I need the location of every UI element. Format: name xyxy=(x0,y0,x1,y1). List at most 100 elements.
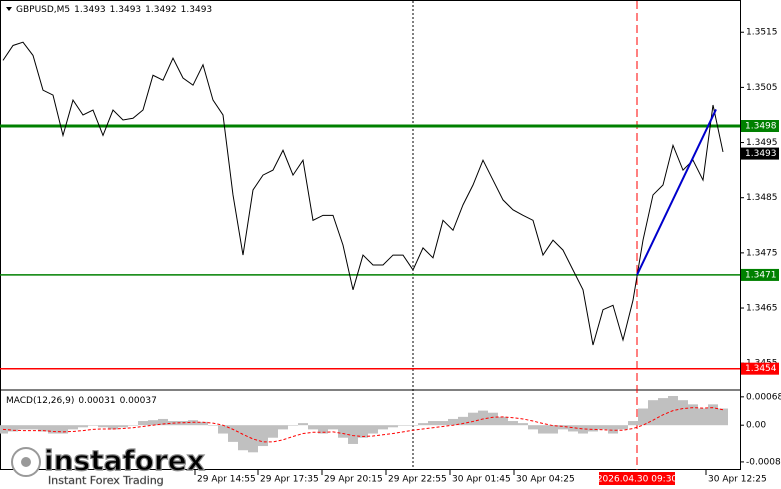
macd-bar xyxy=(108,425,118,430)
y-tick-label: 0.00068 xyxy=(746,392,781,402)
macd-bar xyxy=(548,425,558,434)
macd-bar xyxy=(588,425,598,432)
macd-bar xyxy=(598,425,608,430)
macd-bar xyxy=(358,425,368,438)
macd-bar xyxy=(208,425,218,426)
x-tick-label: 29 Apr 20:15 xyxy=(324,475,383,485)
ohlc-value: 1.3493 xyxy=(181,5,213,15)
macd-bar xyxy=(388,425,398,428)
macd-bar xyxy=(468,412,478,426)
macd-bar xyxy=(418,423,428,426)
macd-bar xyxy=(378,425,388,430)
macd-bar xyxy=(248,425,258,453)
y-tick-label: -0.00088 xyxy=(746,457,781,467)
macd-bar xyxy=(688,404,698,426)
macd-bar xyxy=(648,400,658,426)
macd-bar xyxy=(328,425,338,430)
macd-header: MACD(12,26,9) 0.00031 0.00037 xyxy=(6,396,157,406)
macd-bar xyxy=(708,404,718,426)
y-tick-label: 1.3465 xyxy=(746,304,778,314)
macd-bar xyxy=(88,425,98,426)
macd-bar xyxy=(698,408,708,426)
x-tick-label: 29 Apr 22:55 xyxy=(388,475,447,485)
macd-bar xyxy=(658,398,668,426)
time-label: 2026.04.30 09:30 xyxy=(597,475,678,485)
menu-arrow xyxy=(6,7,12,11)
x-tick-label: 30 Apr 12:25 xyxy=(708,475,767,485)
time-label-box xyxy=(599,472,675,485)
macd-bar xyxy=(458,416,468,426)
macd-bar xyxy=(608,425,618,434)
macd-bar xyxy=(578,425,588,434)
macd-bar xyxy=(638,408,648,426)
ohlc-value: 1.3493 xyxy=(74,5,106,15)
macd-bar xyxy=(568,425,578,432)
x-tick-label: 30 Apr 01:45 xyxy=(452,475,511,485)
macd-bar xyxy=(318,425,328,434)
trend-line xyxy=(636,109,717,276)
macd-bar xyxy=(678,400,688,426)
price-line xyxy=(2,41,724,346)
y-tick-label: 0.00 xyxy=(746,421,766,431)
macd-bar xyxy=(308,425,318,430)
macd-bar xyxy=(98,425,108,428)
chart-header: GBPUSD,M5 1.3493 1.3493 1.3492 1.3493 xyxy=(16,5,212,15)
watermark-tagline: Instant Forex Trading xyxy=(48,474,164,487)
macd-bar xyxy=(478,410,488,426)
macd-bar xyxy=(138,421,148,426)
y-tick-label: 1.3505 xyxy=(746,83,778,93)
macd-bar xyxy=(238,425,248,451)
level-label: 1.3454 xyxy=(745,364,777,374)
macd-bar xyxy=(518,423,528,426)
x-tick-label: 30 Apr 04:25 xyxy=(516,475,575,485)
macd-bar xyxy=(398,425,408,426)
macd-bar xyxy=(118,425,128,428)
macd-bar xyxy=(28,425,38,430)
macd-bar xyxy=(448,418,458,426)
macd-bar xyxy=(628,421,638,426)
macd-bar xyxy=(128,425,138,426)
watermark-logo-dot xyxy=(21,457,31,467)
macd-bar xyxy=(68,425,78,430)
indicator-reading: 0.00037 xyxy=(120,396,157,406)
indicator-name: MACD(12,26,9) xyxy=(6,396,74,406)
macd-bar xyxy=(508,421,518,426)
y-tick-label: 1.3485 xyxy=(746,193,778,203)
level-label: 1.3498 xyxy=(745,122,777,132)
macd-bar xyxy=(558,425,568,430)
macd-bar xyxy=(338,425,348,438)
y-tick-label: 1.3475 xyxy=(746,248,778,258)
macd-bar xyxy=(198,421,208,426)
symbol: GBPUSD,M5 xyxy=(16,5,70,15)
level-label-box xyxy=(741,268,779,281)
macd-bar xyxy=(288,425,298,426)
macd-bar xyxy=(278,425,288,430)
macd-bar xyxy=(368,425,378,434)
plot-frame xyxy=(0,0,741,470)
y-tick-label: 1.3495 xyxy=(746,138,778,148)
level-label-box xyxy=(741,120,779,133)
macd-bar xyxy=(498,416,508,426)
macd-bar xyxy=(48,425,58,434)
macd-bar xyxy=(438,421,448,426)
macd-bar xyxy=(148,420,158,426)
x-tick-label: 29 Apr 17:35 xyxy=(260,475,319,485)
macd-bar xyxy=(58,425,68,434)
y-tick-label: 1.3515 xyxy=(746,28,778,38)
macd-bar xyxy=(38,425,48,432)
indicator-reading: 0.00031 xyxy=(78,396,115,406)
macd-bar xyxy=(228,425,238,442)
x-tick-label: 29 Apr 14:55 xyxy=(197,475,256,485)
ohlc-value: 1.3492 xyxy=(145,5,177,15)
level-label: 1.3471 xyxy=(745,270,777,280)
macd-bar xyxy=(718,408,728,426)
macd-bar xyxy=(618,425,628,430)
watermark-brand: instaforex xyxy=(44,444,205,477)
macd-bar xyxy=(158,418,168,426)
macd-bar xyxy=(528,425,538,430)
macd-bar xyxy=(428,421,438,426)
macd-bar xyxy=(298,423,308,426)
macd-bar xyxy=(258,425,268,447)
macd-bar xyxy=(18,425,28,430)
